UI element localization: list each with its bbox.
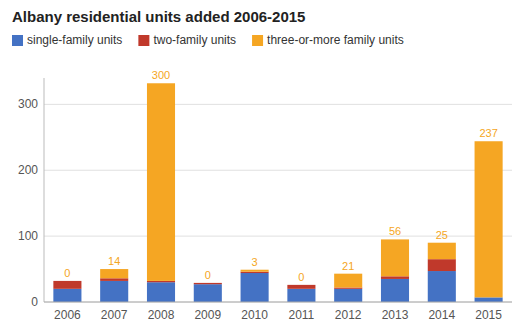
y-tick-label: 200: [18, 163, 38, 177]
x-tick-label: 2014: [428, 308, 455, 322]
x-tick-label: 2006: [54, 308, 81, 322]
bar-segment: [475, 141, 503, 297]
x-axis-line: [44, 302, 512, 303]
bars: [53, 83, 502, 302]
data-label: 14: [108, 255, 120, 267]
bar-segment: [147, 281, 175, 282]
bar-segment: [194, 284, 222, 302]
x-tick-label: 2010: [241, 308, 268, 322]
title: Albany residential units added 2006-2015: [12, 8, 305, 25]
bar-segment: [241, 273, 269, 302]
x-tick-label: 2008: [148, 308, 175, 322]
bar-segment: [334, 288, 362, 289]
legend-swatch: [12, 35, 23, 46]
bar-segment: [194, 282, 222, 283]
data-label: 300: [152, 69, 170, 81]
x-tick-label: 2009: [194, 308, 221, 322]
data-label: 3: [252, 256, 258, 268]
legend-entry: three-or-more family units: [267, 33, 404, 47]
bar-segment: [147, 83, 175, 281]
chart: Albany residential units added 2006-2015…: [0, 0, 525, 332]
legend-swatch: [252, 35, 263, 46]
legend-swatch: [138, 35, 149, 46]
legend-entry: single-family units: [27, 33, 122, 47]
y-tick-label: 0: [31, 295, 38, 309]
bar-segment: [428, 259, 456, 271]
data-label: 0: [64, 267, 70, 279]
bar-segment: [100, 269, 128, 278]
grid-line: [44, 104, 512, 105]
bar-segment: [53, 289, 81, 302]
x-tick-label: 2007: [101, 308, 128, 322]
data-label: 25: [436, 229, 448, 241]
bar-segment: [381, 279, 409, 302]
grid-line: [44, 170, 512, 171]
x-tick-label: 2013: [382, 308, 409, 322]
x-tick-label: 2012: [335, 308, 362, 322]
bar-segment: [100, 278, 128, 281]
y-axis-line: [44, 78, 45, 302]
y-tick-label: 300: [18, 97, 38, 111]
bar-segment: [287, 289, 315, 302]
bar-segment: [428, 243, 456, 259]
data-label: 0: [205, 269, 211, 281]
bar-segment: [334, 274, 362, 288]
x-tick-label: 2011: [288, 308, 314, 322]
bar-segment: [53, 280, 81, 281]
bar-segment: [53, 281, 81, 289]
data-label: 237: [479, 127, 497, 139]
bar-segment: [100, 281, 128, 302]
legend-entry: two-family units: [153, 33, 236, 47]
bar-segment: [381, 276, 409, 279]
data-label: 21: [342, 260, 354, 272]
bar-segment: [287, 285, 315, 289]
bar-segment: [334, 289, 362, 302]
y-tick-label: 100: [18, 229, 38, 243]
legend: single-family units two-family units three…: [12, 33, 404, 47]
bar-segment: [241, 270, 269, 272]
bar-segment: [381, 239, 409, 276]
bar-segment: [475, 297, 503, 302]
data-label: 56: [389, 225, 401, 237]
bar-segment: [241, 272, 269, 273]
bar-segment: [428, 271, 456, 302]
grid-line: [44, 302, 512, 303]
bar-segment: [147, 282, 175, 302]
data-label: 0: [298, 271, 304, 283]
bar-segment: [194, 283, 222, 284]
bar-segment: [287, 284, 315, 285]
x-tick-label: 2015: [475, 308, 502, 322]
